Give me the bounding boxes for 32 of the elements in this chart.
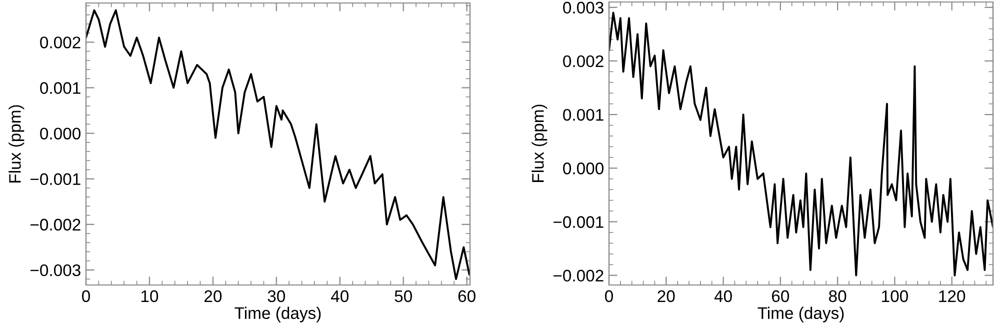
x-tick-label: 0 — [605, 290, 613, 302]
y-axis-title: Flux (ppm) — [532, 104, 548, 182]
x-tick-label: 40 — [714, 290, 732, 302]
x-tick-label: 40 — [331, 290, 348, 302]
x-tick-label: 30 — [268, 290, 286, 302]
y-tick-label: 0.000 — [40, 128, 80, 140]
line-series — [86, 9, 470, 280]
x-tick-label: 60 — [458, 290, 476, 302]
x-axis-title: Time (days) — [234, 306, 321, 322]
y-tick-label: 0.001 — [563, 108, 604, 121]
y-tick-label: −0.001 — [30, 173, 80, 186]
y-tick-label: −0.002 — [554, 270, 604, 282]
y-tick-label: 0.000 — [563, 162, 604, 174]
x-tick-label: 20 — [658, 290, 675, 302]
x-tick-label: 50 — [394, 290, 412, 302]
y-tick-label: 0.002 — [563, 55, 604, 68]
x-tick-label: 20 — [204, 290, 222, 302]
x-tick-label: 60 — [772, 290, 790, 302]
y-tick-label: −0.002 — [30, 218, 80, 231]
y-tick-label: −0.003 — [30, 264, 80, 276]
x-tick-label: 80 — [829, 290, 846, 302]
y-axis-title: Flux (ppm) — [8, 105, 24, 182]
x-tick-label: 120 — [939, 290, 966, 302]
y-tick-label: 0.001 — [40, 82, 80, 94]
x-tick-label: 10 — [141, 290, 158, 302]
x-axis-title: Time (days) — [758, 306, 844, 322]
line-series — [609, 12, 993, 276]
x-tick-label: 100 — [882, 290, 908, 302]
x-tick-label: 0 — [82, 290, 90, 302]
y-tick-label: 0.003 — [563, 2, 604, 14]
y-tick-label: 0.002 — [40, 36, 80, 48]
y-tick-label: −0.001 — [554, 216, 604, 228]
